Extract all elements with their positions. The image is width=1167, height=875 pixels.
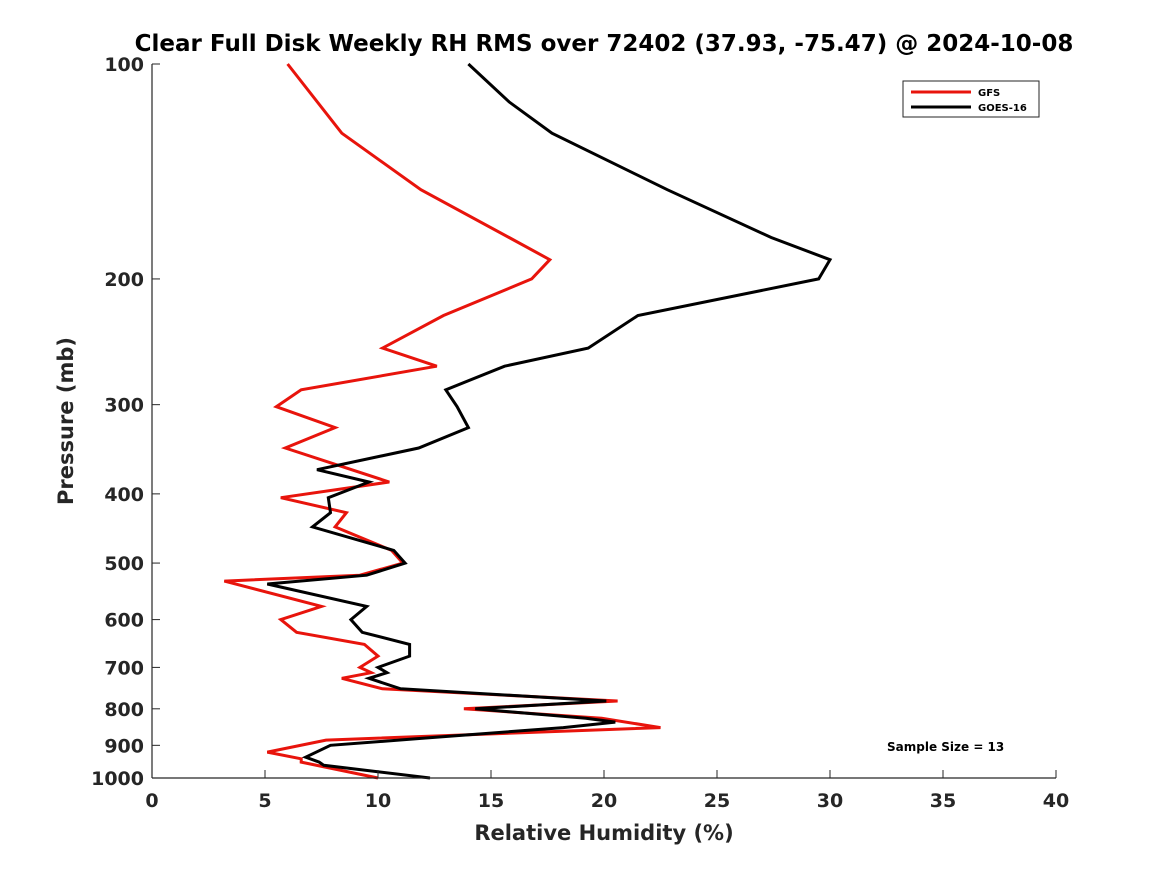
plot-background	[152, 64, 1056, 778]
x-axis-ticks: 0 5 10 15 20 25 30 35 40	[145, 770, 1069, 812]
plot-area: 0 5 10 15 20 25 30 35 40 100 200 300 400 500 600 700 80…	[91, 54, 1069, 812]
y-tick-label-1000: 1000	[91, 768, 144, 790]
y-tick-label-900: 900	[104, 735, 144, 757]
x-tick-label-20: 20	[591, 790, 617, 812]
series-line-goes-16	[266, 62, 833, 780]
sample-size-annotation: Sample Size = 13	[887, 740, 1004, 754]
legend-label-gfs: GFS	[978, 88, 1000, 99]
y-tick-label-200: 200	[104, 269, 144, 291]
series-layer	[223, 62, 833, 780]
y-tick-label-800: 800	[104, 699, 144, 721]
x-tick-label-30: 30	[817, 790, 843, 812]
y-tick-label-600: 600	[104, 610, 144, 632]
y-axis-ticks: 100 200 300 400 500 600 700 800 900 1000	[91, 54, 160, 790]
legend: GFS GOES-16	[902, 80, 1040, 118]
x-tick-label-35: 35	[930, 790, 956, 812]
legend-box	[902, 80, 1040, 118]
y-tick-label-700: 700	[104, 657, 144, 679]
y-tick-label-400: 400	[104, 484, 144, 506]
x-tick-label-40: 40	[1043, 790, 1069, 812]
y-axis-label: Pressure (mb)	[54, 337, 78, 505]
y-tick-label-100: 100	[104, 54, 144, 76]
x-tick-label-5: 5	[258, 790, 271, 812]
x-tick-label-10: 10	[365, 790, 391, 812]
x-tick-label-15: 15	[478, 790, 504, 812]
y-tick-label-500: 500	[104, 553, 144, 575]
x-tick-label-25: 25	[704, 790, 730, 812]
legend-label-goes-16: GOES-16	[978, 103, 1027, 114]
x-tick-label-0: 0	[145, 790, 158, 812]
x-axis-label: Relative Humidity (%)	[474, 821, 733, 845]
chart-title: Clear Full Disk Weekly RH RMS over 72402…	[135, 31, 1074, 57]
y-tick-label-300: 300	[104, 395, 144, 417]
